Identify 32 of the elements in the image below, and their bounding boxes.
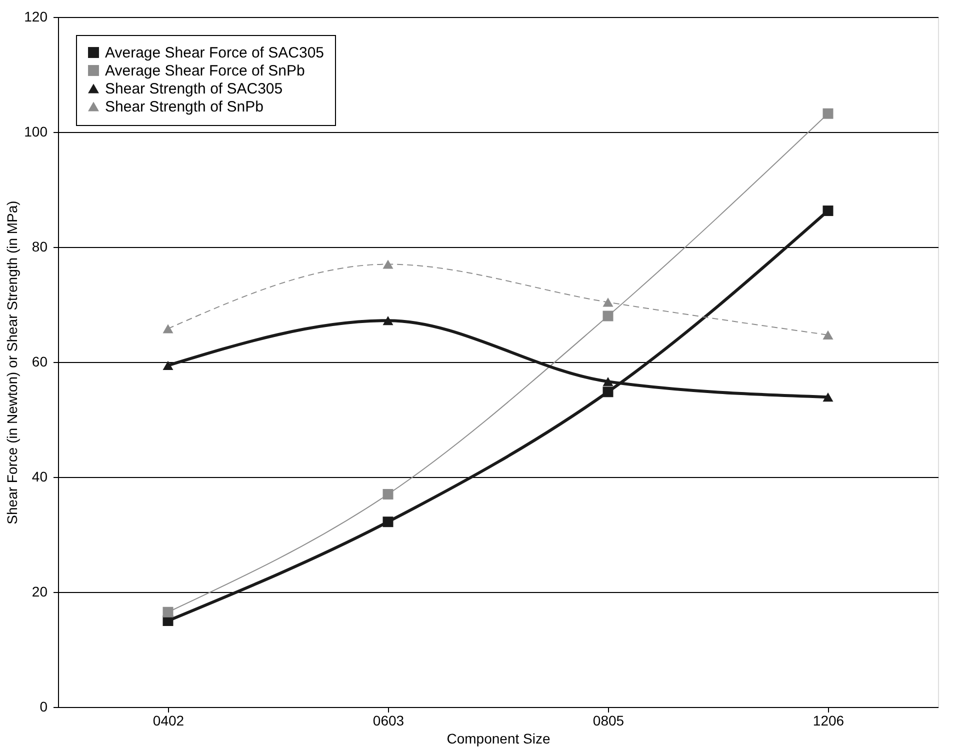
x-tick-label: 1206 (812, 712, 844, 728)
legend-label: Shear Strength of SAC305 (105, 80, 283, 98)
legend-label: Shear Strength of SnPb (105, 98, 264, 116)
legend-label: Average Shear Force of SnPb (105, 62, 305, 80)
y-tick-label: 120 (24, 8, 48, 24)
point (602, 298, 614, 307)
point (602, 310, 614, 322)
point (822, 392, 834, 402)
point (382, 516, 394, 528)
y-tick-label: 20 (32, 584, 48, 600)
y-tick-label: 0 (40, 698, 48, 714)
point (822, 206, 834, 216)
x-tick-label: 0603 (372, 712, 404, 728)
x-axis-title: Component Size (446, 730, 550, 746)
y-tick-label: 80 (32, 238, 48, 254)
point (822, 108, 834, 119)
point (382, 260, 394, 269)
point (822, 330, 834, 340)
x-tick-label: 0805 (592, 712, 624, 728)
y-tick-label: 40 (32, 468, 48, 484)
point (602, 377, 614, 386)
point (382, 489, 394, 500)
legend-label: Average Shear Force of SAC305 (105, 44, 324, 62)
point (162, 360, 174, 370)
y-tick-label: 60 (32, 354, 48, 370)
point (382, 316, 394, 326)
y-axis-title: Shear Force (in Newton) or Shear Strength (in MPa) (4, 200, 20, 524)
y-tick-label: 100 (24, 124, 48, 140)
x-tick-label: 0402 (152, 712, 184, 728)
point (602, 386, 614, 398)
point (162, 606, 174, 618)
point (162, 324, 174, 334)
